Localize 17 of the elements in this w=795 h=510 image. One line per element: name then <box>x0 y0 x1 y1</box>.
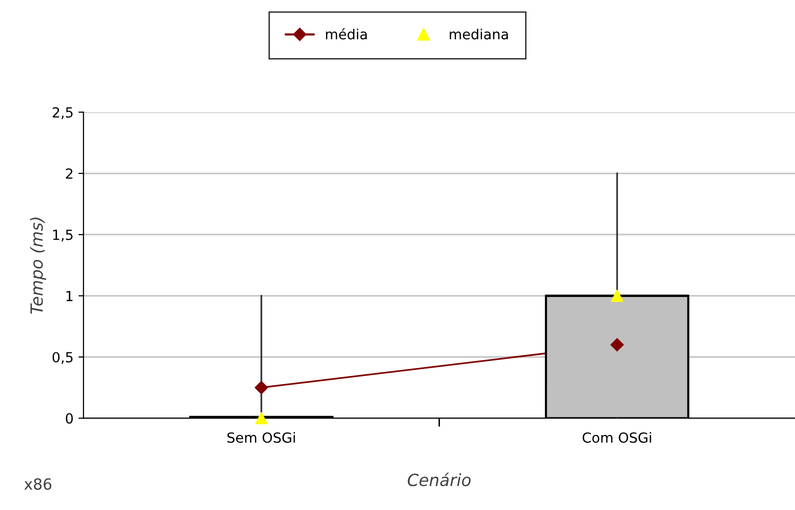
point <box>255 412 268 424</box>
y-tick-label: 2 <box>66 168 72 179</box>
point <box>610 338 624 352</box>
legend-label: mediana <box>450 28 508 40</box>
y-tick-label: 0 <box>66 413 73 424</box>
x-tick-label: Com OSGi <box>582 432 652 443</box>
legend-label: média <box>326 28 367 40</box>
y-tick-label: 2,5 <box>52 107 73 120</box>
point <box>611 290 624 302</box>
y-tick-label: 0,5 <box>52 352 73 364</box>
x-tick-label: Sem OSGi <box>227 432 295 443</box>
y-tick-label: 1,5 <box>53 230 73 242</box>
y-tick-label: 1 <box>66 290 72 302</box>
point <box>254 381 268 394</box>
y-axis-title: Tempo (ms) <box>30 218 46 314</box>
text: x86 <box>24 478 52 490</box>
x-axis-title: Cenário <box>408 472 471 486</box>
